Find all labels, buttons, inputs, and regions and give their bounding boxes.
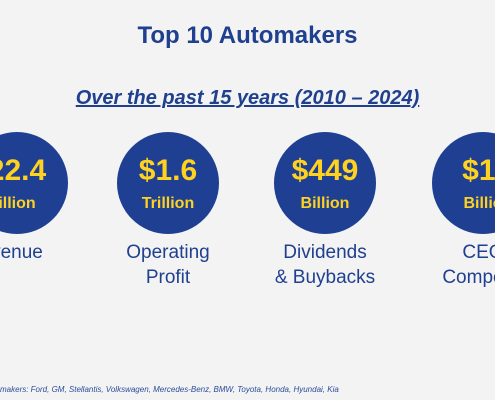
stat-dividends-buybacks: $449 Billion Dividends & Buybacks <box>250 132 400 292</box>
stat-label-line: Dividends <box>283 242 367 263</box>
stat-circle: $449 Billion <box>274 132 376 234</box>
stat-label: venue <box>0 240 92 265</box>
stat-label-line: venue <box>0 242 43 263</box>
footnote: makers: Ford, GM, Stellantis, Volkswagen… <box>0 385 339 394</box>
stat-label-line: Profit <box>145 267 191 288</box>
stat-value: $1.6 <box>138 154 198 187</box>
stat-ceo-compensation: $1. Billio CEO Compens <box>408 132 495 292</box>
stat-unit: Billio <box>463 195 495 212</box>
slide-subtitle: Over the past 15 years (2010 – 2024) <box>75 87 420 109</box>
stat-value: $449 <box>291 154 359 187</box>
stat-circle: 22.4 illion <box>0 132 68 234</box>
stat-unit: Billion <box>300 195 350 212</box>
stat-circle: $1. Billio <box>432 132 495 234</box>
stat-label-line: Operating <box>126 242 210 263</box>
stat-unit: illion <box>0 195 36 212</box>
stat-unit: Trillion <box>141 195 195 212</box>
stat-operating-profit: $1.6 Trillion Operating Profit <box>93 132 243 292</box>
stat-value: 22.4 <box>0 154 47 187</box>
stat-label-line: Compens <box>442 267 495 288</box>
slide-title: Top 10 Automakers <box>137 22 358 49</box>
stat-label: Operating Profit <box>93 240 243 290</box>
stat-label: Dividends & Buybacks <box>250 240 400 290</box>
stat-label-line: CEO <box>462 242 495 263</box>
stat-label: CEO Compens <box>408 240 495 290</box>
stat-value: $1. <box>462 154 495 187</box>
stat-circle: $1.6 Trillion <box>117 132 219 234</box>
stat-revenue: 22.4 illion venue <box>0 132 92 292</box>
stat-label-line: & Buybacks <box>274 267 376 288</box>
